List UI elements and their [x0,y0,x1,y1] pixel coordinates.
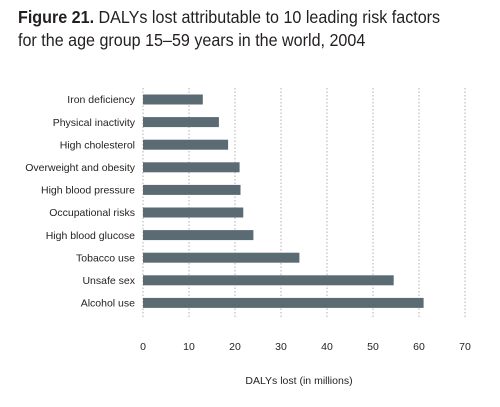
bar [143,230,254,241]
x-tick-label: 60 [413,341,425,353]
x-tick-label: 10 [183,341,195,353]
bar [143,162,240,173]
bar [143,117,219,128]
category-label: High cholesterol [60,139,135,151]
x-tick-label: 70 [459,341,471,353]
x-tick-label: 40 [321,341,333,353]
bars [143,94,424,308]
x-tick-label: 50 [367,341,379,353]
figure-caption: DALYs lost attributable to 10 leading ri… [18,7,441,50]
x-axis-title: DALYs lost (in millions) [245,375,352,387]
category-label: Physical inactivity [53,117,136,129]
category-label: Tobacco use [76,252,135,264]
bar [143,139,229,150]
category-label: High blood glucose [46,230,135,242]
category-label: Occupational risks [49,207,135,219]
category-label: Alcohol use [81,298,135,310]
figure-number: Figure 21. [18,7,95,27]
x-tick-labels: 0 10 20 30 40 50 60 70 [140,341,471,353]
x-tick-label: 30 [275,341,287,353]
category-label: Iron deficiency [67,94,135,106]
bar [143,207,244,218]
bar [143,275,394,286]
category-label: Overweight and obesity [25,162,135,174]
bar [143,184,241,195]
bar [143,94,203,105]
x-tick-label: 20 [229,341,241,353]
category-label: Unsafe sex [82,275,135,287]
bar [143,297,424,308]
category-label: High blood pressure [41,185,135,197]
x-tick-label: 0 [140,341,146,353]
category-labels: Iron deficiency Physical inactivity High c… [25,94,135,309]
chart-title: Figure 21. DALYs lost attributable to 10… [18,6,450,52]
bar [143,252,300,263]
